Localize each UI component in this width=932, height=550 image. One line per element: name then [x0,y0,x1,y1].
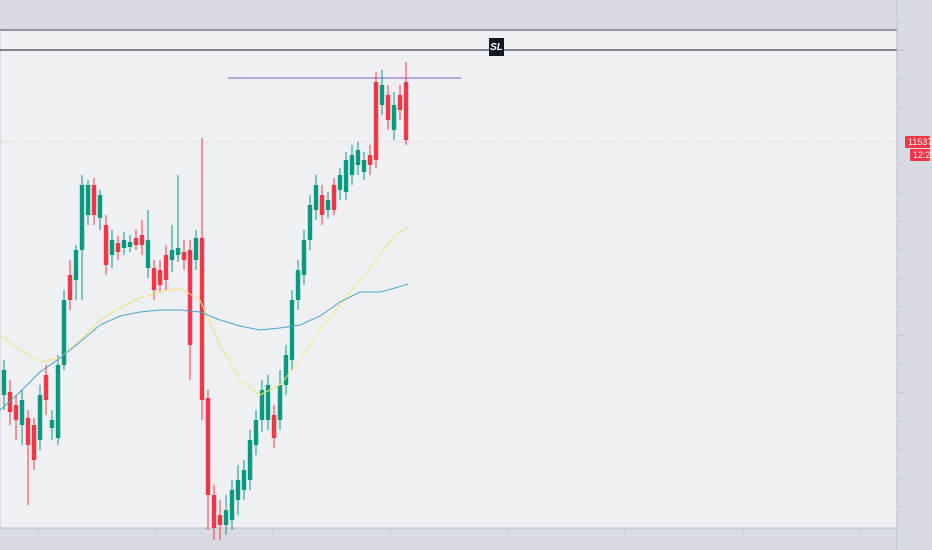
candle-up [97,195,103,218]
candle-up [235,480,241,500]
candle-down [43,375,49,400]
candle-down [139,235,145,245]
candle-up [79,185,85,250]
candle-up [337,175,343,190]
moving-average-slow [0,283,409,411]
candle-up [361,160,367,172]
candle-up [289,300,295,360]
candle-down [331,185,337,210]
candle-down [385,95,391,120]
candle-up [55,365,61,438]
candle-down [7,392,13,412]
candle-up [253,420,259,445]
candle-down [13,405,19,420]
stop-loss-badge[interactable]: SL [489,38,504,56]
candle-down [67,275,73,300]
candle-down [373,82,379,160]
candle-up [193,238,199,260]
candle-down [103,225,109,265]
candle-down [403,82,409,140]
candle-up [343,160,349,192]
candle-down [157,270,163,285]
candle-up [379,85,385,105]
candle-up [301,240,307,275]
candle-down [133,238,139,245]
candle-up [391,105,397,130]
candle-up [37,395,43,440]
candle-up [19,400,25,425]
candle-up [313,185,319,210]
candle-down [271,415,277,438]
candle-up [283,355,289,385]
candle-down [205,398,211,495]
candle-down [163,255,169,280]
candle-up [175,248,181,255]
candle-down [397,95,403,110]
candle-down [31,425,37,460]
moving-average-fast [0,226,409,396]
candle-up [61,300,67,365]
candle-up [109,240,115,255]
candle-down [187,250,193,345]
candle-up [241,470,247,490]
candle-up [295,270,301,300]
candle-up [265,385,271,420]
candle-down [25,418,31,445]
candle-up [247,440,253,480]
candle-up [349,155,355,175]
candle-down [211,495,217,528]
candle-up [145,240,151,268]
candle-down [91,185,97,215]
candle-down [181,252,187,260]
plot-area [0,29,898,529]
candle-up [355,150,361,165]
candle-up [259,390,265,420]
candle-up [325,200,331,210]
candle-up [307,205,313,240]
candle-up [169,250,175,260]
candle-up [73,250,79,280]
candle-up [121,240,127,248]
candle-up [85,185,91,215]
candle-down [151,268,157,290]
candle-up [277,385,283,420]
candle-down [199,238,205,400]
candle-down [217,515,223,525]
candle-up [127,242,133,247]
candle-down [367,155,373,165]
candle-up [229,490,235,520]
candle-up [223,510,229,525]
candle-up [1,370,7,395]
candle-down [115,243,121,252]
candle-up [49,420,55,428]
bar-countdown-label: 12:21 [910,149,932,161]
last-price-label: 11537.4 [905,136,932,148]
candle-down [319,195,325,215]
